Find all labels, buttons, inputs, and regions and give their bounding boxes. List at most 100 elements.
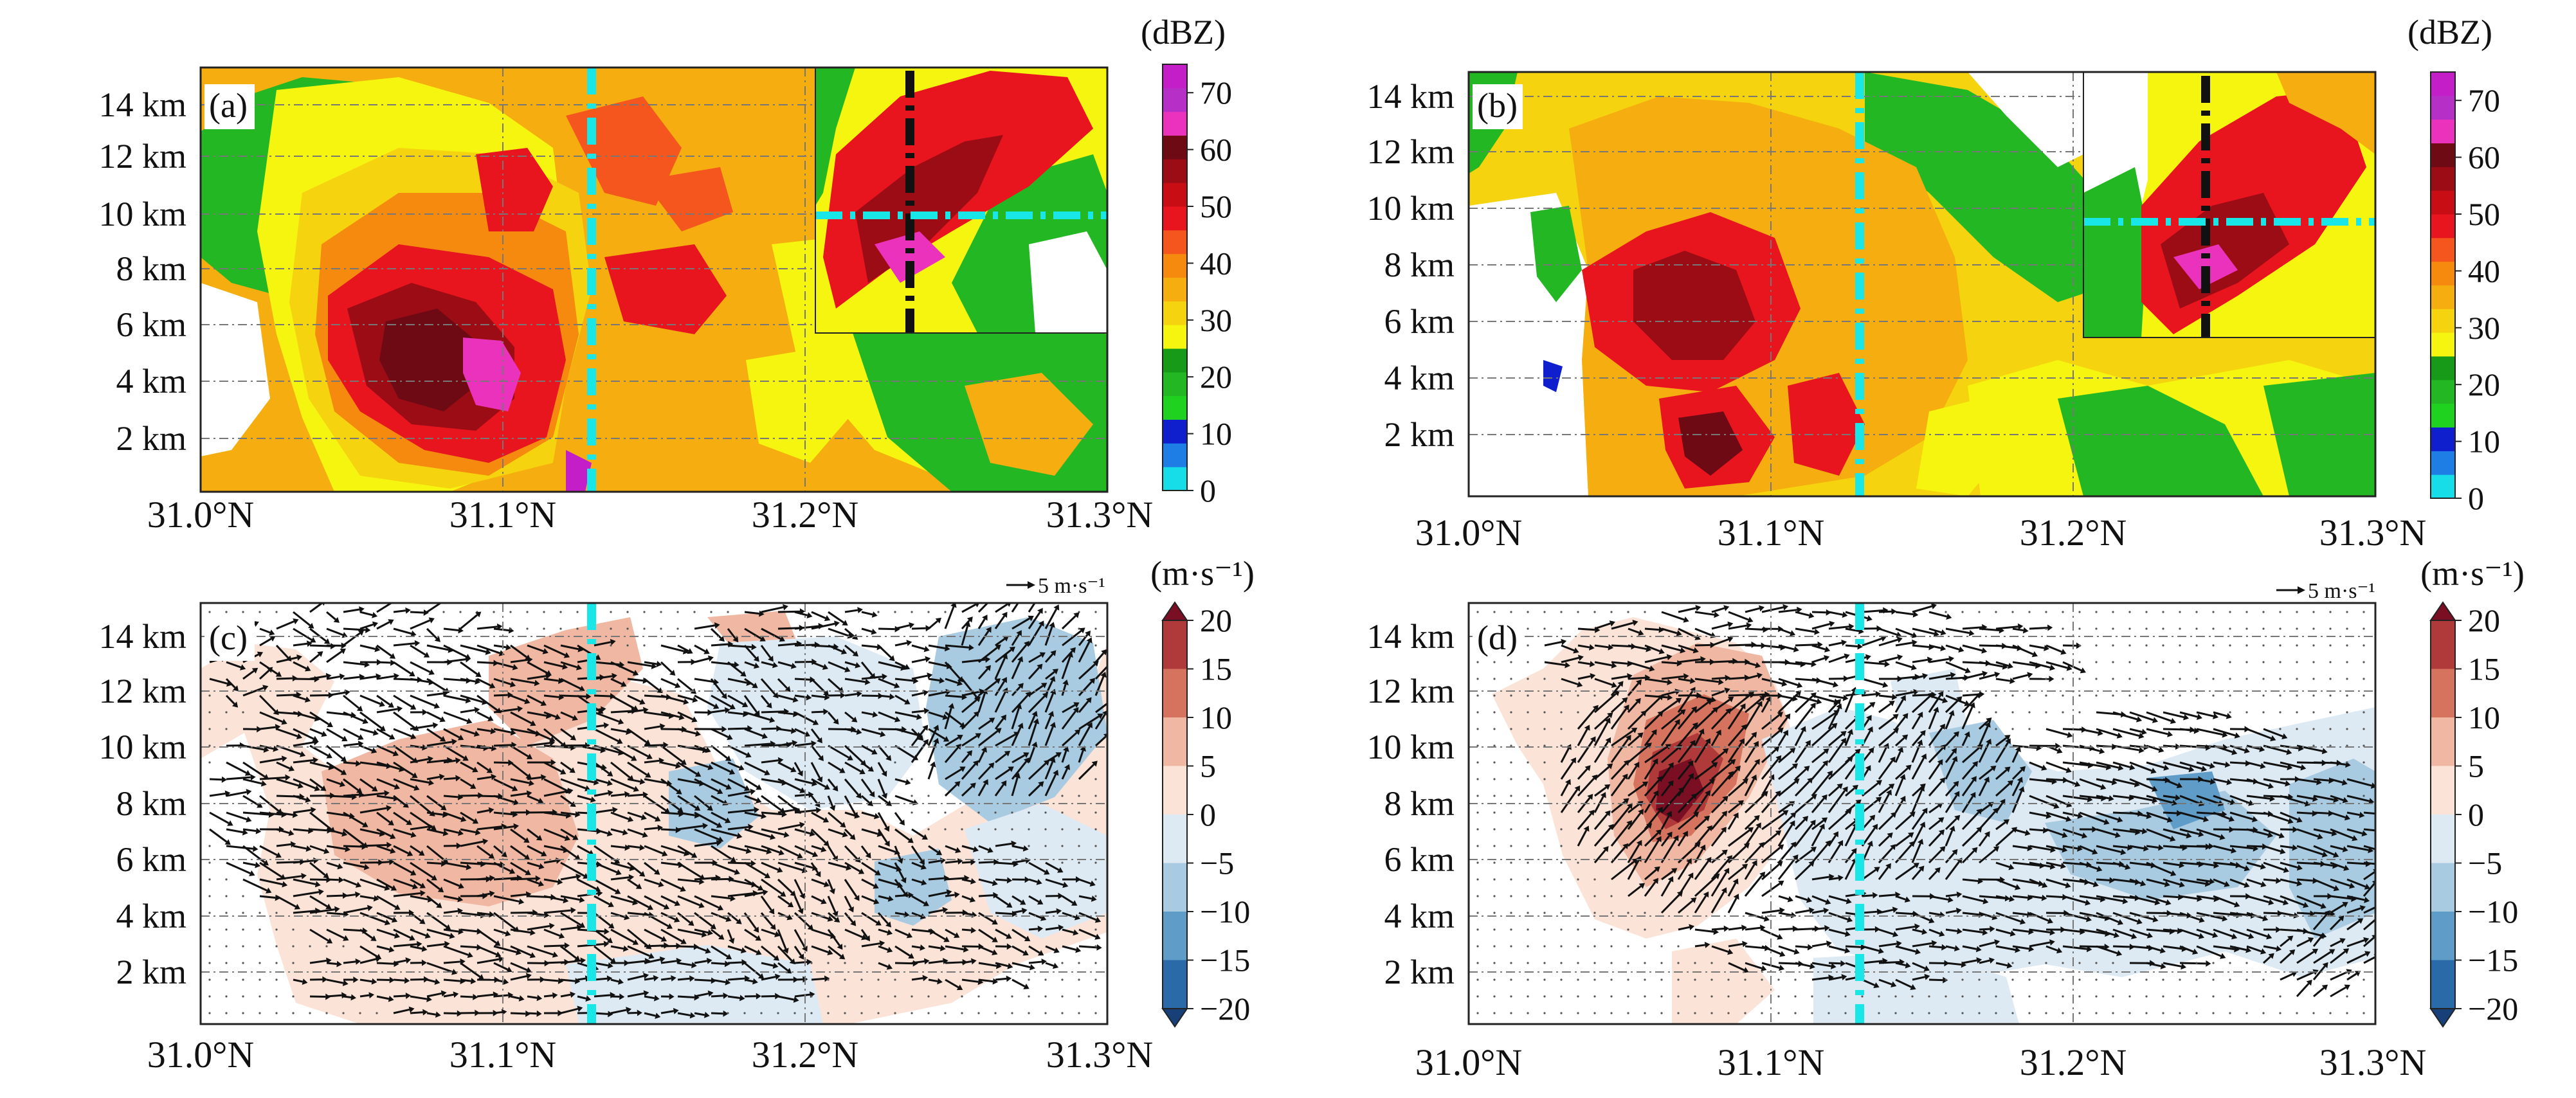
wind-vector	[1878, 747, 1887, 763]
wind-vector-head	[694, 771, 702, 777]
wind-vector	[1593, 796, 1604, 813]
wind-vector-head	[992, 937, 998, 942]
wind-vector	[2229, 744, 2245, 752]
wind-vector	[794, 728, 806, 735]
wind-vector-head	[2160, 963, 2166, 969]
wind-vector	[1945, 694, 1966, 705]
wind-vector-head	[2141, 728, 2147, 735]
wind-vector-head	[321, 730, 327, 737]
wind-vector-head	[440, 804, 447, 811]
wind-vector	[410, 845, 421, 854]
wind-vector	[1895, 945, 1916, 953]
wind-vector	[242, 778, 262, 785]
wind-vector	[927, 729, 938, 746]
wind-vector	[493, 895, 520, 903]
colorbar-tick-label: 5	[1200, 748, 1216, 784]
wind-vector	[1878, 867, 1889, 880]
wind-vector	[293, 661, 307, 670]
colorbar-segment	[2431, 379, 2455, 404]
vector-dot	[2329, 711, 2332, 714]
vector-dot	[2078, 995, 2081, 998]
wind-vector-head	[2296, 864, 2303, 871]
wind-vector	[744, 891, 763, 897]
wind-vector	[1844, 851, 1855, 863]
vector-dot	[2112, 694, 2114, 697]
vector-dot	[1094, 611, 1097, 613]
wind-vector	[1028, 723, 1037, 746]
wind-vector-head	[1790, 842, 1797, 848]
vector-dot	[1677, 978, 1680, 981]
wind-vector-head	[431, 874, 437, 881]
vector-dot	[1493, 678, 1496, 680]
wind-vector	[594, 809, 613, 814]
wind-vector-head	[729, 768, 736, 775]
wind-vector	[911, 674, 928, 680]
wind-vector-head	[457, 1010, 462, 1017]
wind-vector	[644, 861, 657, 873]
wind-vector	[1811, 763, 1826, 780]
wind-vector-head	[412, 772, 418, 779]
wind-vector-head	[639, 699, 646, 705]
vector-dot	[259, 912, 261, 914]
wind-vector-head	[260, 780, 267, 787]
vector-dot	[1593, 912, 1596, 914]
wind-vector-head	[955, 847, 961, 854]
wind-vector	[2112, 828, 2136, 833]
wind-vector-head	[639, 844, 645, 851]
wind-vector	[977, 603, 989, 613]
vector-dot	[2296, 611, 2298, 613]
wind-vector-head	[422, 708, 428, 716]
vector-dot	[2112, 978, 2114, 981]
wind-vector-head	[1797, 681, 1803, 688]
wind-vector-head	[1865, 765, 1871, 771]
wind-vector	[1961, 795, 1974, 813]
wind-vector	[1011, 694, 1029, 714]
wind-vector	[1728, 624, 1747, 630]
wind-vector	[744, 878, 760, 889]
wind-vector-head	[1842, 611, 1848, 618]
wind-vector-head	[1915, 948, 1921, 955]
wind-vector-head	[707, 805, 713, 811]
wind-vector-head	[1974, 692, 1981, 699]
vector-dot	[810, 995, 813, 998]
wind-vector-head	[608, 1011, 613, 1018]
wind-vector	[510, 893, 527, 897]
wind-vector	[1095, 702, 1107, 714]
wind-vector	[1062, 945, 1076, 951]
wind-vector	[1928, 674, 1951, 680]
wind-vector-head	[879, 940, 885, 947]
wind-vector-head	[1779, 964, 1785, 971]
wind-vector	[677, 962, 693, 966]
wind-vector	[1928, 644, 1941, 649]
wind-vector	[476, 761, 489, 771]
wind-vector-head	[669, 669, 676, 676]
wind-vector	[1577, 777, 1595, 797]
wind-vector	[1962, 945, 1977, 950]
wind-vector-head	[716, 788, 723, 795]
vector-dot	[2145, 978, 2148, 981]
vector-dot	[1011, 811, 1013, 814]
wind-vector	[1627, 765, 1638, 780]
wind-vector	[276, 843, 291, 847]
wind-vector	[410, 825, 428, 831]
vector-dot	[2262, 711, 2265, 714]
vector-dot	[242, 995, 244, 998]
wind-vector-head	[249, 870, 255, 877]
wind-vector	[410, 928, 426, 937]
wind-vector	[1894, 737, 1905, 747]
wind-vector	[343, 761, 356, 765]
wind-vector-head	[2357, 918, 2364, 924]
wind-vector	[2196, 878, 2210, 883]
wind-vector-head	[554, 714, 561, 720]
wind-vector	[1928, 945, 1942, 949]
wind-vector	[794, 742, 812, 747]
wind-vector	[276, 728, 298, 737]
wind-vector-head	[2344, 814, 2351, 821]
wind-vector-head	[577, 1005, 583, 1013]
wind-vector	[426, 912, 448, 928]
wind-vector	[326, 795, 352, 798]
wind-vector	[1928, 912, 1941, 916]
wind-vector	[2179, 828, 2199, 835]
wind-vector	[460, 614, 478, 630]
wind-vector	[1644, 762, 1656, 780]
